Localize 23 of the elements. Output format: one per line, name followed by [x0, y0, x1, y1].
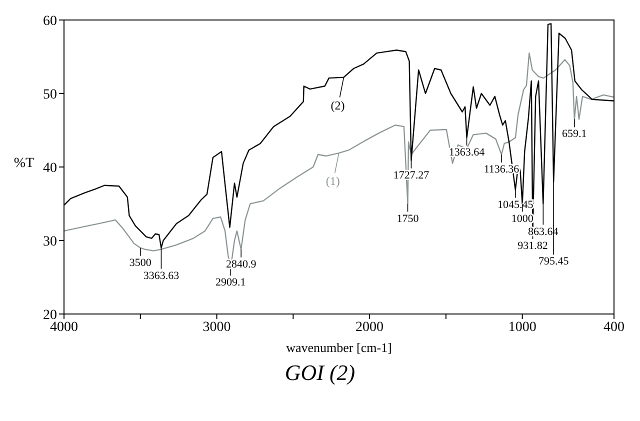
- annotation: 1363.64: [448, 146, 486, 159]
- x-axis-title: wavenumber [cm-1]: [286, 340, 392, 355]
- annotation: 2840.9: [226, 258, 257, 270]
- y-tick-label: 30: [43, 234, 57, 250]
- x-tick-label: 2000: [356, 320, 384, 335]
- y-tick-label: 40: [43, 160, 57, 176]
- y-tick-label: 60: [43, 14, 57, 29]
- annotation: 3500: [129, 256, 152, 269]
- annotation: 659.1: [562, 128, 587, 140]
- annotation: 1750: [396, 212, 420, 225]
- y-axis-title: %T: [14, 156, 35, 171]
- annotation: 3363.63: [143, 270, 180, 282]
- annotation: 931.82: [518, 240, 548, 252]
- x-tick-label: 3000: [202, 320, 231, 335]
- x-tick-label: 400: [604, 320, 624, 335]
- legend-label: (2): [330, 98, 345, 112]
- legend-label: (1): [326, 174, 340, 188]
- annotation: 1727.27: [393, 169, 430, 182]
- text: GOI (2): [284, 360, 356, 386]
- annotation: 2909.1: [216, 276, 246, 289]
- annotation: 795.45: [538, 256, 570, 268]
- x-tick-label: 1000: [508, 320, 536, 335]
- y-tick-label: 50: [43, 87, 57, 102]
